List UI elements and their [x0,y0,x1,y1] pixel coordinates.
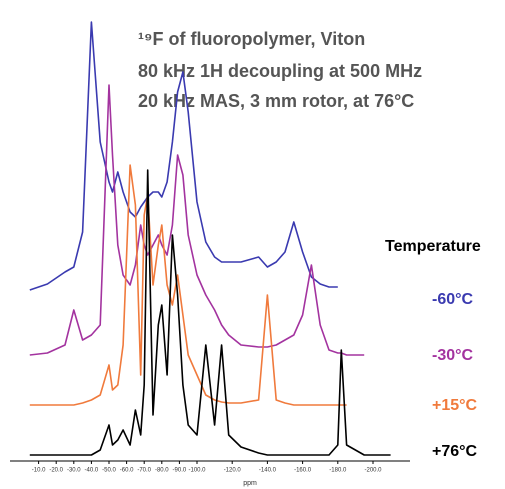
x-tick-label: -140.0 [259,468,277,474]
title-line: 20 kHz MAS, 3 mm rotor, at 76°C [138,91,414,111]
x-tick-label: -120.0 [224,468,242,474]
x-tick-label: -60.0 [120,468,134,474]
legend-label: +76°C [432,443,478,460]
spectrum-line [29,164,347,406]
x-tick-label: -160.0 [294,468,312,474]
spectrum-line [29,21,338,291]
x-tick-label: -90.0 [173,468,187,474]
x-tick-label: -200.0 [364,468,382,474]
legend-label: -60°C [432,291,474,308]
legend-title: Temperature [385,238,481,255]
x-tick-label: -100.0 [188,468,206,474]
x-axis-label: ppm [243,480,257,487]
x-tick-label: -30.0 [67,468,81,474]
x-tick-label: -80.0 [155,468,169,474]
x-tick-label: -180.0 [329,468,347,474]
spectrum-line [29,169,391,456]
x-tick-label: -10.0 [32,468,46,474]
x-tick-label: -20.0 [49,468,63,474]
x-tick-label: -50.0 [102,468,116,474]
x-tick-label: -70.0 [137,468,151,474]
title-line: ¹⁹F of fluoropolymer, Viton [138,29,365,49]
spectrum-line [29,84,365,356]
title-line: 80 kHz 1H decoupling at 500 MHz [138,61,422,81]
legend-label: +15°C [432,397,478,414]
legend-label: -30°C [432,347,474,364]
x-tick-label: -40.0 [85,468,99,474]
